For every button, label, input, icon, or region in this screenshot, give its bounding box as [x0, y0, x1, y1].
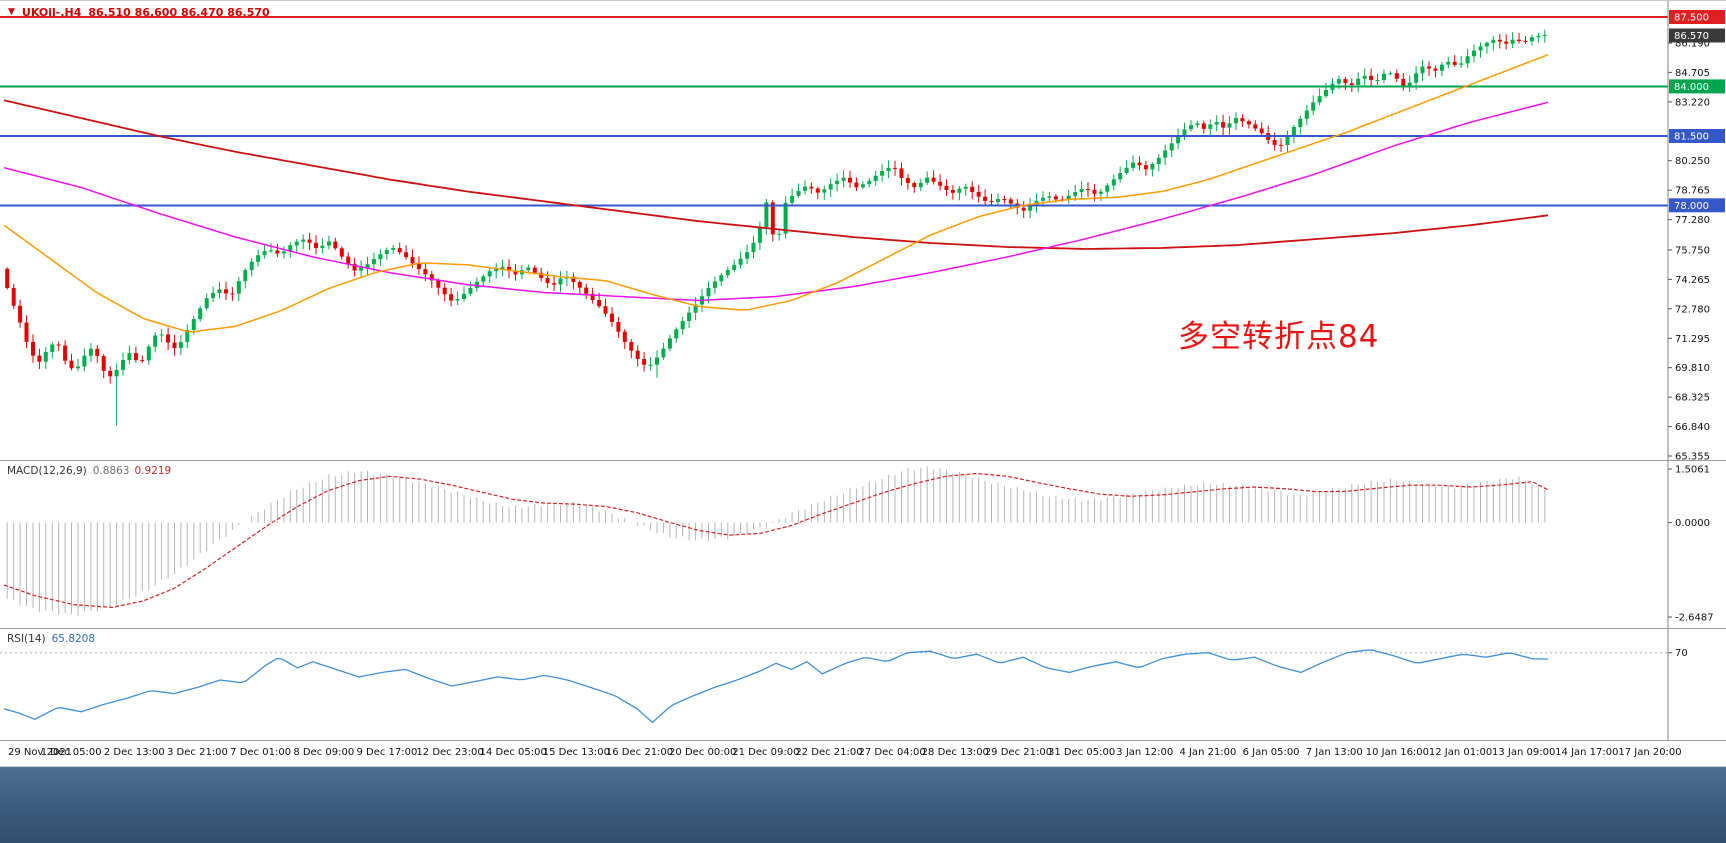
time-label: 29 Nov 2021 [8, 747, 73, 758]
price-tick-label: 74.265 [1675, 275, 1710, 286]
time-label: 1 Dec 05:00 [40, 747, 102, 758]
rsi-canvas[interactable]: 70 [0, 629, 1726, 740]
fast-ma [3, 54, 1549, 333]
time-label: 20 Dec 00:00 [669, 747, 737, 758]
price-level-badge-label: 81.500 [1674, 132, 1709, 143]
price-tick-label: 86.190 [1675, 39, 1710, 50]
time-label: 28 Dec 13:00 [921, 747, 989, 758]
bottom-chrome-bar [0, 767, 1726, 843]
slow-ma [3, 99, 1549, 250]
price-tick-label: 66.840 [1675, 422, 1710, 433]
time-label: 31 Dec 05:00 [1047, 747, 1116, 758]
time-label: 12 Dec 23:00 [416, 747, 484, 758]
price-level-badge-label: 86.570 [1674, 31, 1709, 42]
time-label: 2 Dec 13:00 [103, 747, 165, 758]
price-chart-canvas[interactable]: 86.190 84.705 83.220 80.250 78.765 77.280 75.7… [0, 1, 1726, 460]
rsi-line [3, 649, 1549, 724]
time-label: 10 Jan 16:00 [1365, 747, 1430, 758]
time-label: 12 Jan 01:00 [1428, 747, 1493, 758]
price-level-badge [1669, 129, 1725, 143]
macd-canvas[interactable]: 1.5061 0.0000 -2.6487 [0, 461, 1726, 628]
time-label: 21 Dec 09:00 [732, 747, 800, 758]
time-label: 16 Dec 21:00 [605, 747, 674, 758]
time-label: 27 Dec 04:00 [858, 747, 926, 758]
time-label: 13 Jan 09:00 [1492, 747, 1556, 758]
price-chart-panel: 86.190 84.705 83.220 80.250 78.765 77.280 75.7… [0, 1, 1726, 461]
price-tick-label: 77.280 [1675, 215, 1710, 226]
time-label: 22 Dec 21:00 [795, 747, 863, 758]
macd-tick-label: -2.6487 [1675, 613, 1714, 624]
price-tick-label: 72.780 [1675, 304, 1710, 315]
medium-ma [3, 101, 1549, 302]
time-label: 4 Jan 21:00 [1179, 747, 1237, 758]
time-label: 8 Dec 09:00 [293, 747, 355, 758]
price-level-badge [1669, 198, 1725, 213]
time-label: 17 Jan 20:00 [1618, 747, 1682, 758]
price-tick-label: 65.355 [1675, 452, 1710, 461]
time-label: 7 Jan 13:00 [1305, 747, 1363, 758]
time-label: 9 Dec 17:00 [356, 747, 418, 758]
price-tick-label: 69.810 [1675, 363, 1710, 374]
time-label: 7 Dec 01:00 [230, 747, 292, 758]
rsi-level-label: 70 [1675, 648, 1688, 659]
price-level-badge-label: 78.000 [1674, 201, 1709, 212]
price-tick-label: 80.250 [1675, 156, 1710, 167]
time-label: 3 Dec 21:00 [167, 747, 228, 758]
time-label: 3 Jan 12:00 [1116, 747, 1174, 758]
time-label: 14 Dec 05:00 [479, 747, 547, 758]
macd-signal-line [3, 472, 1549, 609]
macd-tick-label: 1.5061 [1675, 465, 1710, 476]
price-level-badge [1669, 79, 1725, 94]
time-label: 15 Dec 13:00 [542, 747, 611, 758]
price-tick-label: 75.750 [1675, 245, 1710, 256]
macd-tick-label: 0.0000 [1675, 518, 1710, 529]
price-level-badge [1669, 28, 1725, 43]
price-level-badge-label: 84.000 [1674, 82, 1709, 93]
rsi-panel: 70 RSI(14) 65.8208 [0, 629, 1726, 741]
time-label: 14 Jan 17:00 [1555, 747, 1619, 758]
price-tick-label: 84.705 [1675, 68, 1710, 79]
price-level-badge-label: 87.500 [1674, 13, 1709, 24]
time-label: 6 Jan 05:00 [1242, 747, 1300, 758]
price-level-badge [1669, 10, 1725, 24]
price-tick-label: 71.295 [1675, 334, 1710, 345]
price-tick-label: 83.220 [1675, 97, 1710, 108]
time-axis[interactable]: 29 Nov 2021 1 Dec 05:00 2 Dec 13:00 3 Dec 2… [0, 741, 1726, 767]
price-tick-label: 78.765 [1675, 186, 1710, 197]
price-tick-label: 68.325 [1675, 393, 1710, 404]
time-label: 29 Dec 21:00 [984, 747, 1053, 758]
macd-panel: 1.5061 0.0000 -2.6487 MACD(12,26,9) 0.8863 0… [0, 461, 1726, 629]
